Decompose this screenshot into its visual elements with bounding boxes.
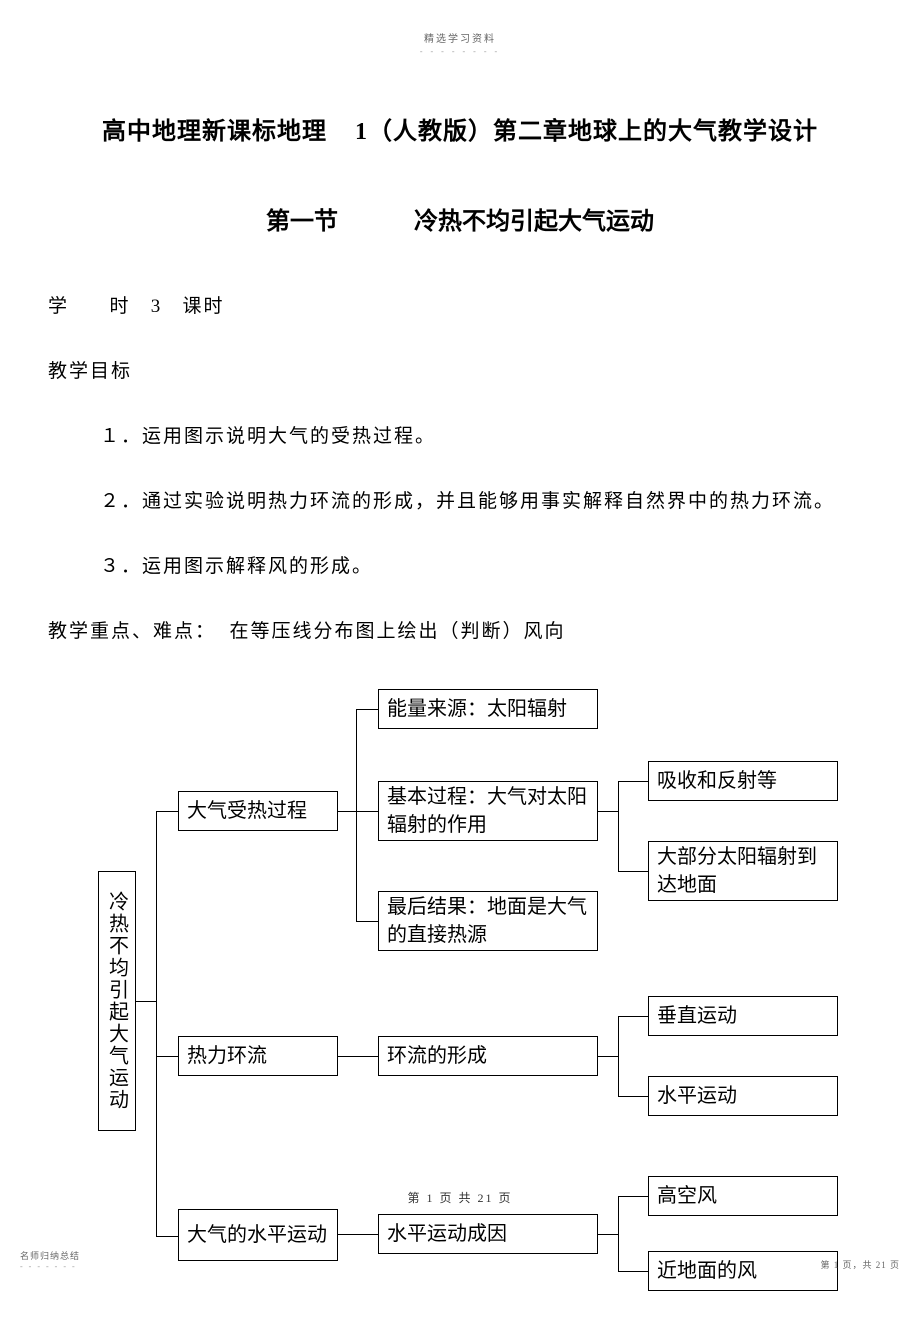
page-number-center: 第 1 页 共 21 页 — [0, 1189, 920, 1206]
section-title: 第一节 冷热不均引起大气运动 — [0, 201, 920, 236]
node-l3b2: 水平运动 — [648, 1076, 838, 1116]
node-l1b: 热力环流 — [178, 1036, 338, 1076]
objective-2: ２．通过实验说明热力环流的形成，并且能够用事实解释自然界中的热力环流。 — [48, 486, 872, 513]
node-l3b1: 垂直运动 — [648, 996, 838, 1036]
conn-l1c-l2c — [338, 1234, 378, 1235]
conn-l1a-l2a2 — [356, 811, 378, 812]
focus-text: 在等压线分布图上绘出（判断）风向 — [230, 621, 566, 642]
node-l2b: 环流的形成 — [378, 1036, 598, 1076]
objective-3: ３．运用图示解释风的形成。 — [48, 551, 872, 578]
section-number: 第一节 — [266, 201, 338, 236]
conn-l2c-vbar — [618, 1196, 619, 1271]
node-root: 冷热不均引起大气运动 — [98, 871, 136, 1131]
conn-l1a-vbar — [356, 709, 357, 921]
objective-1: １．运用图示说明大气的受热过程。 — [48, 421, 872, 448]
conn-l2a2-l3a1 — [618, 781, 648, 782]
hours-unit: 课时 — [183, 296, 225, 317]
conn-root-vbar — [156, 811, 157, 1236]
conn-l2b-l3b1 — [618, 1016, 648, 1017]
conn-l2a2-vbar — [618, 781, 619, 871]
node-l3c2: 近地面的风 — [648, 1251, 838, 1291]
node-l2c: 水平运动成因 — [378, 1214, 598, 1254]
conn-l2c-l3c2 — [618, 1271, 648, 1272]
conn-l2c-stem — [598, 1234, 618, 1235]
class-hours-row: 学 时 3 课时 — [48, 291, 872, 318]
conn-l2a2-stem — [598, 811, 618, 812]
footer-right: 第 1 页，共 21 页 — [820, 1258, 900, 1271]
concept-diagram: 冷热不均引起大气运动 大气受热过程 热力环流 大气的水平运动 能量来源：太阳辐射… — [48, 681, 868, 1321]
conn-l1a-stem — [338, 811, 356, 812]
node-l2a3: 最后结果：地面是大气的直接热源 — [378, 891, 598, 951]
conn-l1a-l2a1 — [356, 709, 378, 710]
conn-l1b-l2b — [338, 1056, 378, 1057]
label-shi: 时 — [110, 296, 131, 317]
conn-root-l1a — [156, 811, 178, 812]
content-body: 学 时 3 课时 教学目标 １．运用图示说明大气的受热过程。 ２．通过实验说明热… — [0, 291, 920, 643]
conn-l2b-vbar — [618, 1016, 619, 1096]
footer-left-dash: - - - - - - - — [20, 1262, 80, 1271]
node-l2a2: 基本过程：大气对太阳辐射的作用 — [378, 781, 598, 841]
focus-label: 教学重点、难点： — [48, 621, 216, 642]
node-l3a2: 大部分太阳辐射到达地面 — [648, 841, 838, 901]
node-l1a: 大气受热过程 — [178, 791, 338, 831]
watermark-header: 精选学习资料 — [0, 0, 920, 45]
focus-row: 教学重点、难点： 在等压线分布图上绘出（判断）风向 — [48, 616, 872, 643]
conn-l2b-stem — [598, 1056, 618, 1057]
node-l2a1: 能量来源：太阳辐射 — [378, 689, 598, 729]
node-l1c: 大气的水平运动 — [178, 1209, 338, 1261]
conn-l2b-l3b2 — [618, 1096, 648, 1097]
conn-l2a2-l3a2 — [618, 871, 648, 872]
footer-left-text: 名师归纳总结 — [20, 1249, 80, 1262]
title-suffix: 1（人教版）第二章地球上的大气教学设计 — [355, 119, 818, 145]
node-l3a1: 吸收和反射等 — [648, 761, 838, 801]
section-name: 冷热不均引起大气运动 — [414, 209, 654, 235]
footer-left: 名师归纳总结 - - - - - - - — [20, 1249, 80, 1271]
conn-l1a-l2a3 — [356, 921, 378, 922]
conn-root-l1c — [156, 1236, 178, 1237]
page-title: 高中地理新课标地理 1（人教版）第二章地球上的大气教学设计 — [0, 111, 920, 146]
hours-number: 3 — [151, 296, 163, 317]
title-prefix: 高中地理新课标地理 — [102, 119, 327, 145]
conn-root-l1b — [156, 1056, 178, 1057]
conn-root-stem — [136, 1001, 156, 1002]
label-xue: 学 — [48, 296, 69, 317]
objectives-label: 教学目标 — [48, 356, 872, 383]
watermark-dashes: - - - - - - - - — [0, 47, 920, 56]
